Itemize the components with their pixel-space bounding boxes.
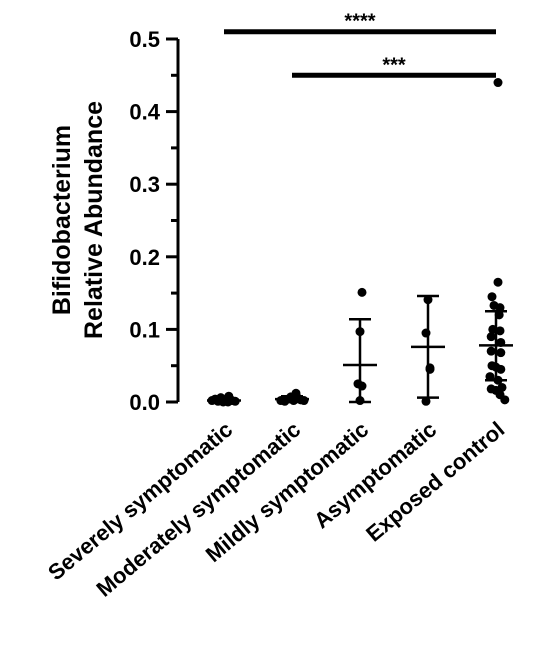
significance-label: *** xyxy=(382,54,406,76)
data-point xyxy=(486,332,496,342)
group-4 xyxy=(479,78,513,405)
data-point xyxy=(495,303,505,313)
data-point xyxy=(493,78,503,88)
y-axis-title: Bifidobacterium Relative Abundance xyxy=(48,101,108,339)
y-tick-label: 0.2 xyxy=(129,245,160,270)
data-point xyxy=(496,348,506,358)
data-point xyxy=(357,287,367,297)
significance-label: **** xyxy=(344,11,375,33)
y-tick-label: 0.5 xyxy=(129,27,160,52)
group-2 xyxy=(343,287,377,406)
y-tick-label: 0.1 xyxy=(129,317,160,342)
y-tick-label: 0.4 xyxy=(129,100,160,125)
y-tick-label: 0.3 xyxy=(129,172,160,197)
data-point xyxy=(495,326,505,336)
significance-bars: ******* xyxy=(224,11,496,78)
y-tick-label: 0.0 xyxy=(129,390,160,415)
group-3 xyxy=(411,294,445,406)
y-axis-ticks: 0.0 0.1 0.2 0.3 0.4 0.5 xyxy=(129,27,178,415)
data-point xyxy=(421,396,431,406)
y-axis-title-line-2: Relative Abundance xyxy=(80,101,108,339)
data-point xyxy=(493,277,503,287)
data-point xyxy=(496,364,506,374)
data-point xyxy=(485,372,495,382)
group-0 xyxy=(207,391,241,407)
group-1 xyxy=(275,388,309,406)
data-point xyxy=(487,292,497,302)
y-axis-title-line-1: Bifidobacterium xyxy=(48,125,76,315)
data-groups xyxy=(207,78,513,407)
data-point xyxy=(486,346,496,356)
data-point xyxy=(500,395,510,405)
